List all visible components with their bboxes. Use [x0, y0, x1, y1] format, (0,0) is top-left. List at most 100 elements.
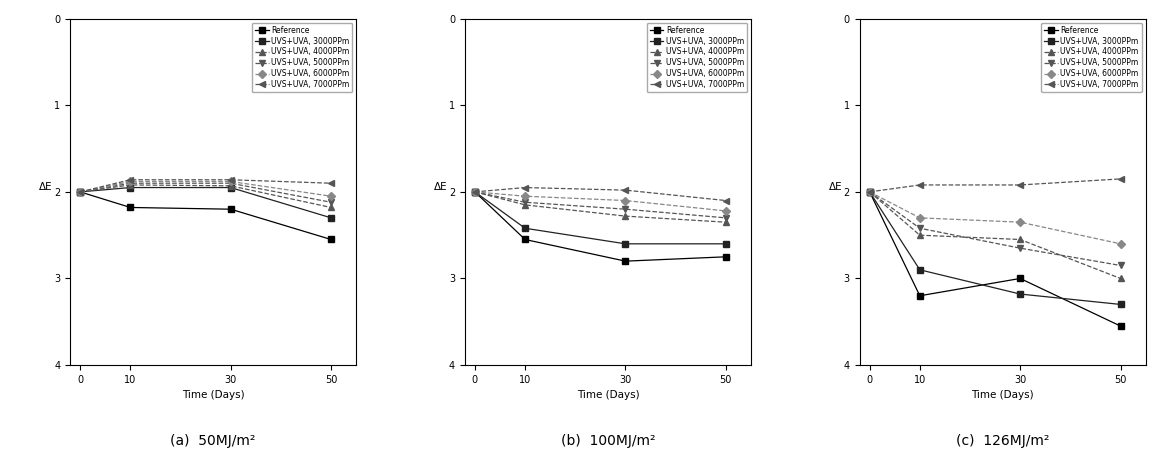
Reference	[1014, 276, 1028, 281]
Line: UVS+UVA, 7000PPm: UVS+UVA, 7000PPm	[867, 176, 1123, 195]
UVS+UVA, 7000PPm	[1014, 182, 1028, 188]
UVS+UVA, 7000PPm	[124, 177, 138, 183]
Reference	[1114, 323, 1128, 329]
UVS+UVA, 6000PPm	[913, 215, 927, 221]
UVS+UVA, 7000PPm	[518, 185, 532, 190]
Reference	[719, 254, 733, 260]
Text: (a)  50MJ/m²: (a) 50MJ/m²	[171, 434, 256, 448]
Legend: Reference, UVS+UVA, 3000PPm, UVS+UVA, 4000PPm, UVS+UVA, 5000PPm, UVS+UVA, 6000PP: Reference, UVS+UVA, 3000PPm, UVS+UVA, 40…	[1042, 22, 1142, 92]
Line: Reference: Reference	[867, 189, 1123, 329]
Line: UVS+UVA, 5000PPm: UVS+UVA, 5000PPm	[472, 189, 728, 220]
UVS+UVA, 4000PPm	[223, 183, 237, 189]
UVS+UVA, 6000PPm	[468, 189, 482, 195]
Reference	[518, 237, 532, 242]
UVS+UVA, 3000PPm	[518, 226, 532, 231]
UVS+UVA, 4000PPm	[863, 189, 877, 195]
UVS+UVA, 4000PPm	[124, 182, 138, 188]
UVS+UVA, 4000PPm	[74, 189, 88, 195]
Line: UVS+UVA, 6000PPm: UVS+UVA, 6000PPm	[77, 179, 334, 199]
Line: UVS+UVA, 5000PPm: UVS+UVA, 5000PPm	[77, 181, 334, 205]
UVS+UVA, 6000PPm	[518, 193, 532, 199]
Line: UVS+UVA, 3000PPm: UVS+UVA, 3000PPm	[472, 189, 728, 247]
UVS+UVA, 4000PPm	[1014, 237, 1028, 242]
UVS+UVA, 5000PPm	[124, 180, 138, 186]
UVS+UVA, 3000PPm	[719, 241, 733, 247]
UVS+UVA, 4000PPm	[468, 189, 482, 195]
Reference	[223, 206, 237, 212]
UVS+UVA, 3000PPm	[468, 189, 482, 195]
UVS+UVA, 3000PPm	[618, 241, 632, 247]
Line: Reference: Reference	[472, 189, 728, 264]
UVS+UVA, 6000PPm	[719, 208, 733, 214]
Line: Reference: Reference	[77, 189, 334, 242]
UVS+UVA, 7000PPm	[223, 177, 237, 183]
UVS+UVA, 3000PPm	[863, 189, 877, 195]
UVS+UVA, 7000PPm	[1114, 176, 1128, 182]
Line: UVS+UVA, 7000PPm: UVS+UVA, 7000PPm	[472, 185, 728, 203]
UVS+UVA, 5000PPm	[719, 215, 733, 221]
UVS+UVA, 7000PPm	[618, 187, 632, 193]
UVS+UVA, 5000PPm	[618, 206, 632, 212]
UVS+UVA, 3000PPm	[74, 189, 88, 195]
X-axis label: Time (Days): Time (Days)	[182, 390, 244, 400]
UVS+UVA, 3000PPm	[1114, 302, 1128, 307]
X-axis label: Time (Days): Time (Days)	[971, 390, 1033, 400]
Line: UVS+UVA, 6000PPm: UVS+UVA, 6000PPm	[867, 189, 1123, 247]
Reference	[618, 258, 632, 264]
UVS+UVA, 5000PPm	[913, 226, 927, 231]
UVS+UVA, 4000PPm	[618, 213, 632, 219]
Y-axis label: ΔE: ΔE	[829, 182, 842, 192]
Line: UVS+UVA, 7000PPm: UVS+UVA, 7000PPm	[77, 177, 334, 195]
UVS+UVA, 5000PPm	[324, 199, 338, 205]
UVS+UVA, 5000PPm	[223, 180, 237, 186]
UVS+UVA, 4000PPm	[324, 205, 338, 210]
Line: UVS+UVA, 4000PPm: UVS+UVA, 4000PPm	[77, 182, 334, 210]
UVS+UVA, 6000PPm	[1114, 241, 1128, 247]
Reference	[913, 293, 927, 299]
UVS+UVA, 3000PPm	[324, 215, 338, 221]
UVS+UVA, 4000PPm	[913, 233, 927, 238]
UVS+UVA, 4000PPm	[719, 219, 733, 225]
Line: UVS+UVA, 5000PPm: UVS+UVA, 5000PPm	[867, 189, 1123, 268]
Text: (b)  100MJ/m²: (b) 100MJ/m²	[561, 434, 655, 448]
Legend: Reference, UVS+UVA, 3000PPm, UVS+UVA, 4000PPm, UVS+UVA, 5000PPm, UVS+UVA, 6000PP: Reference, UVS+UVA, 3000PPm, UVS+UVA, 40…	[646, 22, 747, 92]
UVS+UVA, 7000PPm	[913, 182, 927, 188]
UVS+UVA, 7000PPm	[468, 189, 482, 195]
Line: UVS+UVA, 4000PPm: UVS+UVA, 4000PPm	[472, 189, 728, 225]
UVS+UVA, 6000PPm	[324, 193, 338, 199]
UVS+UVA, 6000PPm	[863, 189, 877, 195]
UVS+UVA, 7000PPm	[324, 180, 338, 186]
Reference	[74, 189, 88, 195]
Reference	[468, 189, 482, 195]
Reference	[324, 237, 338, 242]
UVS+UVA, 5000PPm	[74, 189, 88, 195]
UVS+UVA, 3000PPm	[1014, 291, 1028, 297]
UVS+UVA, 6000PPm	[618, 197, 632, 203]
Y-axis label: ΔE: ΔE	[39, 182, 53, 192]
UVS+UVA, 3000PPm	[223, 185, 237, 190]
UVS+UVA, 5000PPm	[518, 199, 532, 205]
UVS+UVA, 5000PPm	[1014, 245, 1028, 251]
UVS+UVA, 6000PPm	[74, 189, 88, 195]
Line: UVS+UVA, 6000PPm: UVS+UVA, 6000PPm	[472, 189, 728, 214]
Reference	[124, 205, 138, 210]
UVS+UVA, 7000PPm	[74, 189, 88, 195]
Reference	[863, 189, 877, 195]
X-axis label: Time (Days): Time (Days)	[576, 390, 639, 400]
UVS+UVA, 5000PPm	[863, 189, 877, 195]
UVS+UVA, 6000PPm	[223, 179, 237, 184]
UVS+UVA, 5000PPm	[468, 189, 482, 195]
UVS+UVA, 7000PPm	[863, 189, 877, 195]
UVS+UVA, 5000PPm	[1114, 263, 1128, 268]
UVS+UVA, 6000PPm	[124, 179, 138, 184]
Line: UVS+UVA, 4000PPm: UVS+UVA, 4000PPm	[867, 189, 1123, 281]
UVS+UVA, 4000PPm	[1114, 276, 1128, 281]
Line: UVS+UVA, 3000PPm: UVS+UVA, 3000PPm	[77, 185, 334, 220]
UVS+UVA, 6000PPm	[1014, 219, 1028, 225]
UVS+UVA, 3000PPm	[124, 185, 138, 190]
UVS+UVA, 7000PPm	[719, 197, 733, 203]
UVS+UVA, 4000PPm	[518, 202, 532, 208]
Legend: Reference, UVS+UVA, 3000PPm, UVS+UVA, 4000PPm, UVS+UVA, 5000PPm, UVS+UVA, 6000PP: Reference, UVS+UVA, 3000PPm, UVS+UVA, 40…	[253, 22, 352, 92]
Y-axis label: ΔE: ΔE	[434, 182, 448, 192]
Text: (c)  126MJ/m²: (c) 126MJ/m²	[956, 434, 1050, 448]
